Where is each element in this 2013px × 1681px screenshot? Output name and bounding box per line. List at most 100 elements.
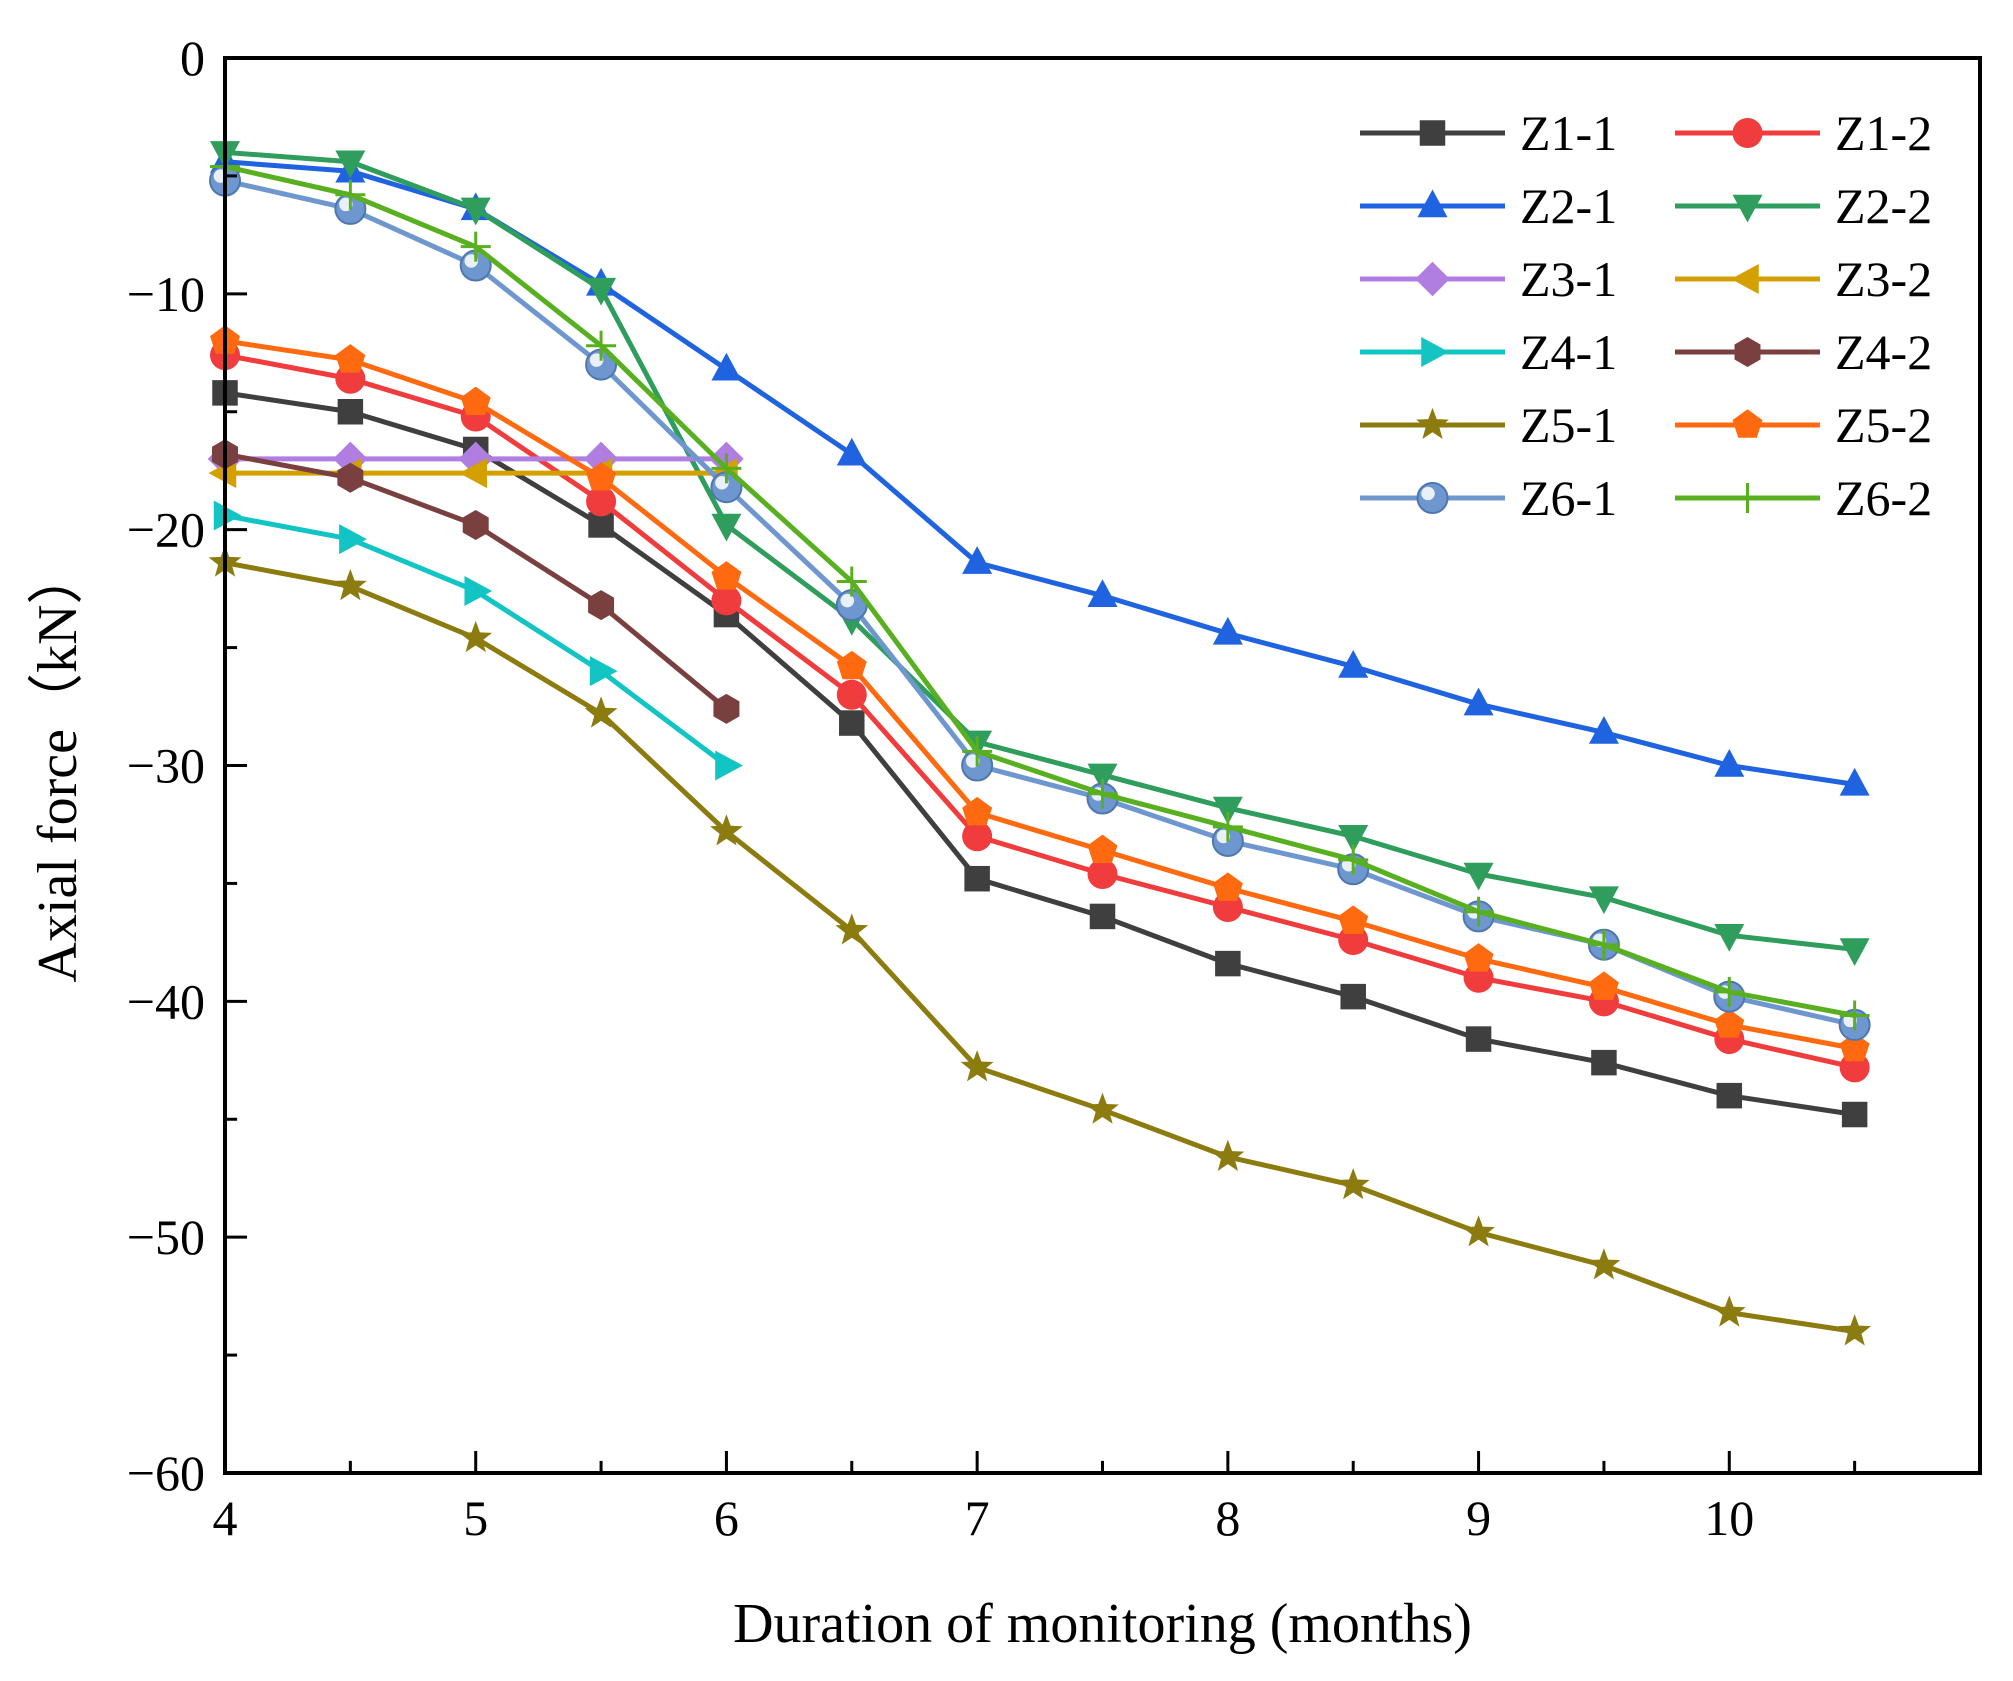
data-point-Z4-1 [715, 750, 743, 781]
data-point-Z2-2 [1338, 825, 1369, 853]
legend-item-Z6-2: Z6-2 [1675, 470, 1932, 526]
legend-marker [1732, 194, 1763, 223]
data-point-Z5-2 [1338, 905, 1369, 934]
legend-item-Z3-1: Z3-1 [1360, 251, 1617, 307]
data-point-Z1-2 [711, 585, 742, 616]
data-point-Z4-2 [337, 462, 364, 493]
data-point-Z2-2 [711, 513, 742, 542]
data-point-Z2-2 [1839, 938, 1870, 966]
data-point-Z5-2 [1588, 971, 1619, 1000]
data-point-Z5-2 [335, 344, 366, 373]
x-tick-label: 10 [1704, 1490, 1754, 1546]
legend-item-Z5-2: Z5-2 [1675, 397, 1932, 453]
x-axis-title: Duration of monitoring (months) [733, 1593, 1472, 1655]
data-point-Z2-1 [1212, 616, 1243, 645]
x-tick-label: 7 [965, 1490, 990, 1546]
data-point-Z1-1 [337, 399, 364, 425]
legend-item-Z2-1: Z2-1 [1360, 178, 1617, 234]
y-axis-title: Axial force（kN） [27, 549, 89, 983]
series-layer [207, 141, 1872, 1346]
data-point-Z2-1 [1463, 687, 1494, 716]
legend-label: Z4-2 [1835, 324, 1932, 380]
data-point-Z1-2 [836, 679, 867, 710]
data-point-Z5-2 [1714, 1009, 1745, 1038]
series-line-Z5-1 [224, 560, 1856, 1334]
data-point-Z1-1 [588, 512, 614, 538]
legend-label: Z1-2 [1835, 105, 1932, 161]
data-point-Z5-1 [1086, 1092, 1119, 1124]
y-tick-label: −10 [127, 266, 205, 322]
legend-item-Z1-2: Z1-2 [1675, 105, 1932, 161]
data-point-Z5-2 [1212, 872, 1243, 901]
series-line-Z6-2 [224, 164, 1856, 1018]
data-point-Z2-2 [1714, 924, 1745, 952]
legend-marker [1417, 189, 1448, 218]
series-line-Z2-2 [224, 149, 1855, 952]
data-point-Z4-1 [339, 524, 367, 555]
legend-marker [1731, 264, 1759, 294]
legend-marker [1416, 407, 1449, 439]
data-point-Z5-1 [1462, 1215, 1495, 1247]
data-point-Z5-2 [711, 561, 742, 590]
x-tick-label: 8 [1215, 1490, 1240, 1546]
data-point-Z5-1 [960, 1050, 994, 1082]
legend-label: Z2-1 [1520, 178, 1617, 234]
legend-item-Z3-2: Z3-2 [1675, 251, 1932, 307]
y-tick-label: −60 [127, 1445, 205, 1501]
data-point-Z4-2 [462, 509, 489, 540]
legend-marker [1732, 409, 1763, 438]
data-point-Z5-1 [710, 814, 743, 846]
series-Z5-2 [210, 325, 1870, 1062]
data-point-Z2-2 [1212, 796, 1243, 825]
series-line-Z1-2 [224, 352, 1856, 1070]
data-point-Z6-1-highlight [840, 593, 855, 608]
data-point-Z2-1 [1588, 715, 1619, 744]
data-point-Z5-2 [460, 386, 491, 416]
data-point-Z5-1 [835, 913, 869, 945]
legend-item-Z6-1: Z6-1 [1360, 470, 1617, 526]
series-Z4-1 [213, 500, 743, 781]
legend: Z1-1 Z1-2 Z2-1 Z2-2 Z3-1 Z3-2 Z4-1 Z4-2 Z5-1 Z5-2… [1360, 105, 1932, 526]
data-point-Z1-1 [1841, 1101, 1868, 1128]
series-Z4-2 [212, 439, 740, 724]
data-point-Z1-2 [962, 821, 993, 852]
data-point-Z2-2 [460, 197, 491, 226]
legend-marker [1421, 337, 1449, 367]
data-point-Z1-1 [1465, 1026, 1492, 1052]
data-point-Z4-2 [713, 693, 740, 724]
x-tick-label: 6 [714, 1490, 739, 1546]
data-point-Z5-2 [586, 462, 617, 491]
legend-item-Z5-1: Z5-1 [1360, 397, 1617, 453]
legend-item-Z1-1: Z1-1 [1360, 105, 1617, 161]
legend-label: Z3-2 [1835, 251, 1932, 307]
data-point-Z1-1 [1215, 950, 1241, 977]
data-point-Z5-2 [1087, 834, 1118, 864]
data-point-Z1-2 [1087, 858, 1118, 889]
data-point-Z5-1 [1838, 1314, 1872, 1346]
data-point-Z2-2 [1588, 886, 1619, 915]
legend-label: Z6-2 [1835, 470, 1932, 526]
legend-marker-highlight [1421, 486, 1435, 501]
data-point-Z5-2 [836, 650, 867, 680]
data-point-Z5-1 [333, 569, 367, 601]
data-point-Z4-1 [213, 500, 242, 531]
x-tick-label: 9 [1466, 1490, 1491, 1546]
data-point-Z2-2 [1087, 763, 1118, 792]
data-point-Z5-1 [1336, 1168, 1370, 1200]
legend-marker [1734, 337, 1761, 367]
y-tick-label: −20 [127, 502, 205, 558]
series-line-Z5-2 [224, 338, 1856, 1051]
legend-item-Z4-1: Z4-1 [1360, 324, 1617, 380]
data-point-Z2-1 [962, 546, 993, 574]
data-point-Z5-1 [1712, 1295, 1746, 1327]
data-point-Z4-1 [589, 656, 618, 687]
data-point-Z5-1 [459, 620, 493, 653]
tick-labels-layer: 4 5 6 7 8 9 10 0 −10 −20 −30 −40 −50 −60 [127, 30, 1754, 1546]
data-point-Z5-1 [1587, 1248, 1621, 1280]
data-point-Z3-2 [459, 458, 487, 489]
data-point-Z5-1 [1211, 1139, 1245, 1171]
series-Z1-1 [212, 380, 1868, 1128]
legend-label: Z5-1 [1520, 397, 1617, 453]
